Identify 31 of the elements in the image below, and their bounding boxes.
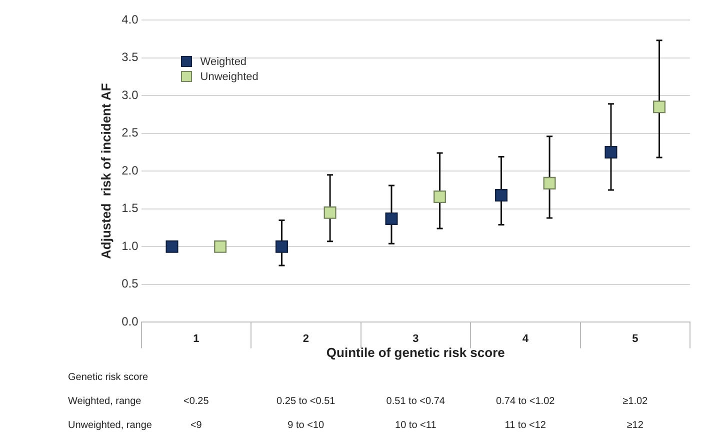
- text: <0.25: [183, 396, 209, 407]
- x-tick-label: 2: [302, 332, 309, 345]
- text: 0.25 to <0.51: [276, 396, 336, 407]
- y-tick-label: 3.0: [122, 88, 139, 102]
- x-tick-label: 4: [522, 332, 530, 345]
- y-tick-label: 2.5: [122, 126, 139, 140]
- x-tick-label: 5: [632, 332, 638, 345]
- text: ≥1.02: [622, 396, 648, 407]
- text: 10 to <11: [395, 420, 436, 431]
- y-tick-label: 4.0: [122, 12, 139, 26]
- legend-label: Unweighted: [200, 70, 258, 82]
- y-tick-label: 1.5: [122, 201, 139, 216]
- text: 0.51 to <0.74: [386, 396, 445, 407]
- text: Weighted, range: [68, 396, 142, 407]
- text: 11 to <12: [504, 420, 546, 431]
- x-axis-title: Quintile of genetic risk score: [326, 344, 505, 360]
- x-tick-label: 3: [412, 332, 419, 345]
- y-axis-title: Adjusted risk of incident AF: [98, 83, 114, 259]
- y-tick-label: 1.0: [122, 238, 139, 253]
- y-tick-label: 2.0: [122, 163, 139, 178]
- y-tick-label: 0.0: [122, 314, 139, 329]
- text: 9 to <10: [288, 420, 324, 431]
- text: 0.74 to <1.02: [496, 396, 555, 407]
- text: ≥12: [626, 420, 644, 431]
- text: Unweighted, range: [68, 420, 152, 431]
- text: Genetic risk score: [68, 372, 148, 383]
- legend-label: Weighted: [200, 56, 247, 68]
- text: <9: [190, 420, 202, 431]
- y-tick-label: 0.5: [122, 276, 139, 291]
- x-tick-label: 1: [193, 332, 200, 345]
- y-tick-label: 3.5: [122, 50, 139, 64]
